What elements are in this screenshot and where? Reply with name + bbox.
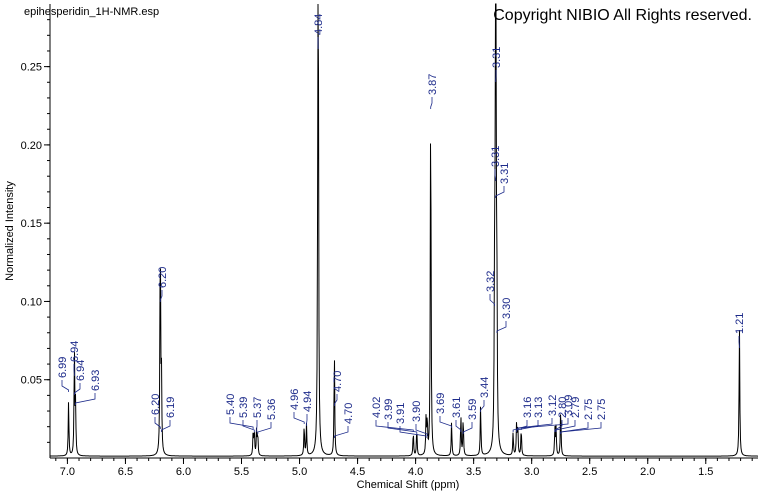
x-tick-label: 6.0 [176, 466, 191, 478]
peak-leader-line [154, 417, 161, 429]
peak-label: 5.37 [252, 397, 264, 418]
peak-label: 3.16 [522, 397, 534, 418]
peak-leader-line [306, 414, 308, 426]
peak-label: 4.96 [289, 389, 301, 410]
peak-label: 5.39 [238, 397, 250, 418]
peak-label: 2.75 [583, 399, 595, 420]
x-tick-label: 2.0 [640, 466, 655, 478]
peak-leader-line [517, 418, 553, 430]
peak-leader-line [333, 426, 349, 438]
peak-label: 5.36 [266, 399, 278, 420]
file-label: epihesperidin_1H-NMR.esp [24, 6, 159, 18]
peak-label: 3.30 [501, 298, 513, 319]
x-tick-label: 2.5 [582, 466, 597, 478]
peak-leader-line [560, 422, 602, 434]
peak-leader-line [159, 290, 163, 302]
peak-leader-line [480, 400, 485, 412]
peak-leader-line [555, 420, 576, 432]
peak-label: 6.19 [165, 397, 177, 418]
peak-leader-line [293, 412, 305, 424]
peak-label: 6.20 [150, 394, 162, 415]
peak-label: 2.80 [557, 397, 569, 418]
x-tick-label: 4.0 [408, 466, 423, 478]
peak-label: 3.31 [490, 146, 502, 167]
y-axis-title: Normalized Intensity [4, 181, 16, 281]
peak-label: 3.13 [533, 397, 545, 418]
peak-label: 3.61 [451, 397, 463, 418]
peak-leader-line [496, 321, 507, 333]
peak-label: 2.79 [570, 397, 582, 418]
x-axis-title: Chemical Shift (ppm) [357, 479, 460, 491]
y-tick-label: 0.25 [21, 62, 42, 74]
peak-label: 3.31 [491, 47, 503, 68]
peak-label: 6.94 [69, 341, 81, 362]
peak-label: 3.99 [383, 399, 395, 420]
x-tick-label: 7.0 [60, 466, 75, 478]
peak-leader-line [495, 186, 505, 198]
x-axis-ticks: 7.0 6.5 6.0 5.5 5.0 4.5 4.0 3.5 3.0 2.5 2.0 1.5 [55, 458, 753, 478]
peak-label: 4.84 [313, 14, 325, 35]
peak-leader-line [333, 394, 338, 406]
peak-leader-line [242, 420, 255, 432]
peak-label: 3.90 [411, 401, 423, 422]
peak-leader-line [74, 383, 81, 395]
x-tick-label: 6.5 [118, 466, 133, 478]
y-tick-label: 0.15 [21, 218, 42, 230]
peak-leader-line [61, 380, 69, 392]
peak-leader-line [462, 422, 473, 434]
peak-labels: 6.996.946.94 6.936.206.206.19 5.40 5.39 5.37… [57, 14, 746, 438]
peak-label: 3.31 [499, 163, 511, 184]
peak-label: 4.70 [332, 371, 344, 392]
peak-leader-line [415, 424, 428, 436]
peak-label: 3.32 [485, 271, 497, 292]
y-tick-label: 0.10 [21, 296, 42, 308]
peak-leader-line [516, 420, 539, 432]
peak-leader-line [520, 418, 569, 430]
peak-leader-line [455, 420, 462, 432]
peak-label: 6.93 [90, 370, 102, 391]
peak-label: 3.44 [479, 377, 491, 398]
x-tick-label: 3.5 [466, 466, 481, 478]
peak-leader-line [430, 97, 433, 109]
peak-label: 6.94 [75, 360, 87, 381]
peak-label: 6.99 [57, 357, 69, 378]
peak-label: 3.09 [563, 395, 575, 416]
x-tick-label: 5.5 [234, 466, 249, 478]
x-tick-label: 3.0 [524, 466, 539, 478]
y-tick-label: 0.05 [21, 375, 42, 387]
x-tick-label: 4.5 [350, 466, 365, 478]
peak-label: 2.75 [596, 399, 608, 420]
y-axis-ticks: 0.05 0.10 0.15 0.20 0.25 [21, 19, 50, 443]
peak-leader-line [489, 294, 495, 306]
peak-label: 3.59 [467, 399, 479, 420]
spectrum-trace [50, 3, 758, 457]
peak-leader-line [387, 422, 418, 434]
peak-leader-line [375, 420, 414, 432]
peak-leader-line [439, 416, 453, 428]
peak-leader-line [229, 417, 254, 429]
peak-label: 5.40 [225, 394, 237, 415]
peak-leader-line [257, 422, 272, 434]
x-tick-label: 1.5 [698, 466, 713, 478]
peak-label: 3.69 [435, 393, 447, 414]
peak-label: 3.91 [395, 403, 407, 424]
peak-label: 3.12 [547, 395, 559, 416]
peak-label: 4.70 [343, 403, 355, 424]
peak-label: 6.20 [157, 267, 169, 288]
peak-label: 3.87 [427, 74, 439, 95]
peak-leader-line [75, 393, 96, 405]
peak-leader-line [494, 169, 497, 181]
peak-leader-line [160, 420, 171, 432]
peak-leader-line [554, 420, 563, 432]
copyright-notice: Copyright NIBIO All Rights reserved. [493, 7, 752, 24]
y-tick-label: 0.20 [21, 140, 42, 152]
peak-label: 4.02 [371, 397, 383, 418]
peak-label: 1.21 [734, 313, 746, 334]
x-tick-label: 5.0 [292, 466, 307, 478]
peak-label: 4.94 [302, 391, 314, 412]
peak-leader-line [399, 426, 427, 438]
